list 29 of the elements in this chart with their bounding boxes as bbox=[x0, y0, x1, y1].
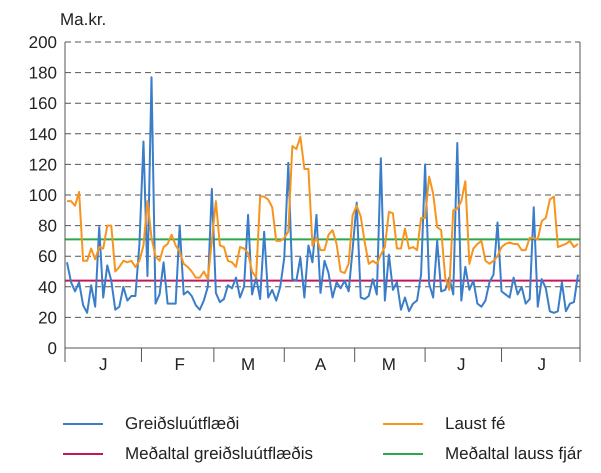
legend-label: Meðaltal lauss fjár bbox=[445, 444, 582, 464]
y-tick-label: 40 bbox=[38, 278, 57, 297]
x-tick-label: J bbox=[538, 355, 546, 374]
x-tick-label: M bbox=[240, 355, 256, 374]
y-tick-label: 0 bbox=[48, 339, 57, 358]
y-axis-title: Ma.kr. bbox=[60, 10, 106, 30]
legend-entry: Laust fé bbox=[383, 414, 601, 434]
legend-label: Laust fé bbox=[445, 414, 506, 434]
y-tick-label: 160 bbox=[28, 94, 57, 114]
x-tick-label: A bbox=[314, 355, 327, 374]
y-tick-label: 80 bbox=[38, 216, 57, 236]
legend-entry: Meðaltal lauss fjár bbox=[383, 444, 601, 464]
y-tick-label: 180 bbox=[28, 64, 57, 83]
x-tick-label: F bbox=[174, 355, 185, 374]
legend-label: Greiðsluútflæði bbox=[125, 414, 240, 434]
y-tick-label: 120 bbox=[28, 155, 57, 174]
line-series bbox=[66, 136, 579, 291]
y-tick-label: 20 bbox=[38, 308, 57, 328]
y-tick-label: 60 bbox=[38, 247, 57, 266]
y-tick-label: 200 bbox=[28, 33, 57, 52]
x-tick-label: M bbox=[382, 355, 396, 374]
x-tick-label: J bbox=[457, 355, 466, 374]
legend-entry: Greiðsluútflæði bbox=[63, 414, 383, 434]
legend-label: Meðaltal greiðsluútflæðis bbox=[125, 444, 314, 464]
legend-entry: Meðaltal greiðsluútflæðis bbox=[63, 444, 383, 464]
y-tick-label: 140 bbox=[28, 124, 57, 144]
line-series bbox=[66, 76, 579, 314]
x-tick-label: J bbox=[98, 355, 108, 374]
y-tick-label: 100 bbox=[28, 186, 57, 206]
